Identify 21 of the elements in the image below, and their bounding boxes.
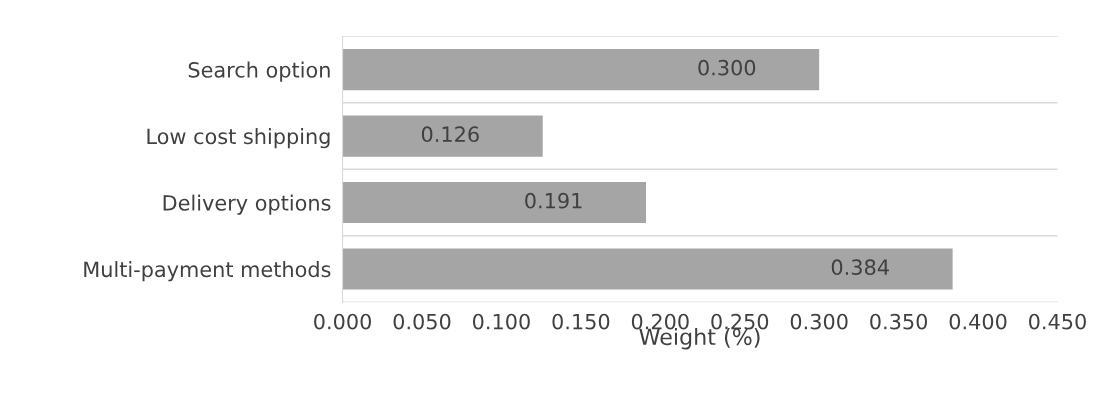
bar xyxy=(342,248,953,290)
bar xyxy=(342,115,543,157)
x-tick-label: 0.150 xyxy=(552,313,610,330)
y-tick-label: Search option xyxy=(188,61,330,82)
x-tick-label: 0.000 xyxy=(314,313,371,330)
x-tick-label: 0.050 xyxy=(393,313,451,330)
y-tick-label: Multi-payment methods xyxy=(84,261,331,282)
x-tick-label: 0.100 xyxy=(472,313,530,330)
x-tick-label: 0.200 xyxy=(631,313,689,330)
data-label: 0.300 xyxy=(698,59,756,76)
data-label: 0.384 xyxy=(831,259,889,276)
data-label: 0.126 xyxy=(421,126,479,143)
x-tick-label: 0.400 xyxy=(949,313,1007,330)
x-tick-label: 0.450 xyxy=(1029,313,1086,330)
x-tick-label: 0.350 xyxy=(870,313,928,330)
y-tick-label: Low cost shipping xyxy=(147,128,330,149)
x-tick-label: 0.300 xyxy=(790,313,848,330)
bar xyxy=(342,181,646,224)
data-label: 0.191 xyxy=(525,192,582,209)
y-tick-label: Delivery options xyxy=(163,194,331,215)
bar xyxy=(342,48,820,91)
